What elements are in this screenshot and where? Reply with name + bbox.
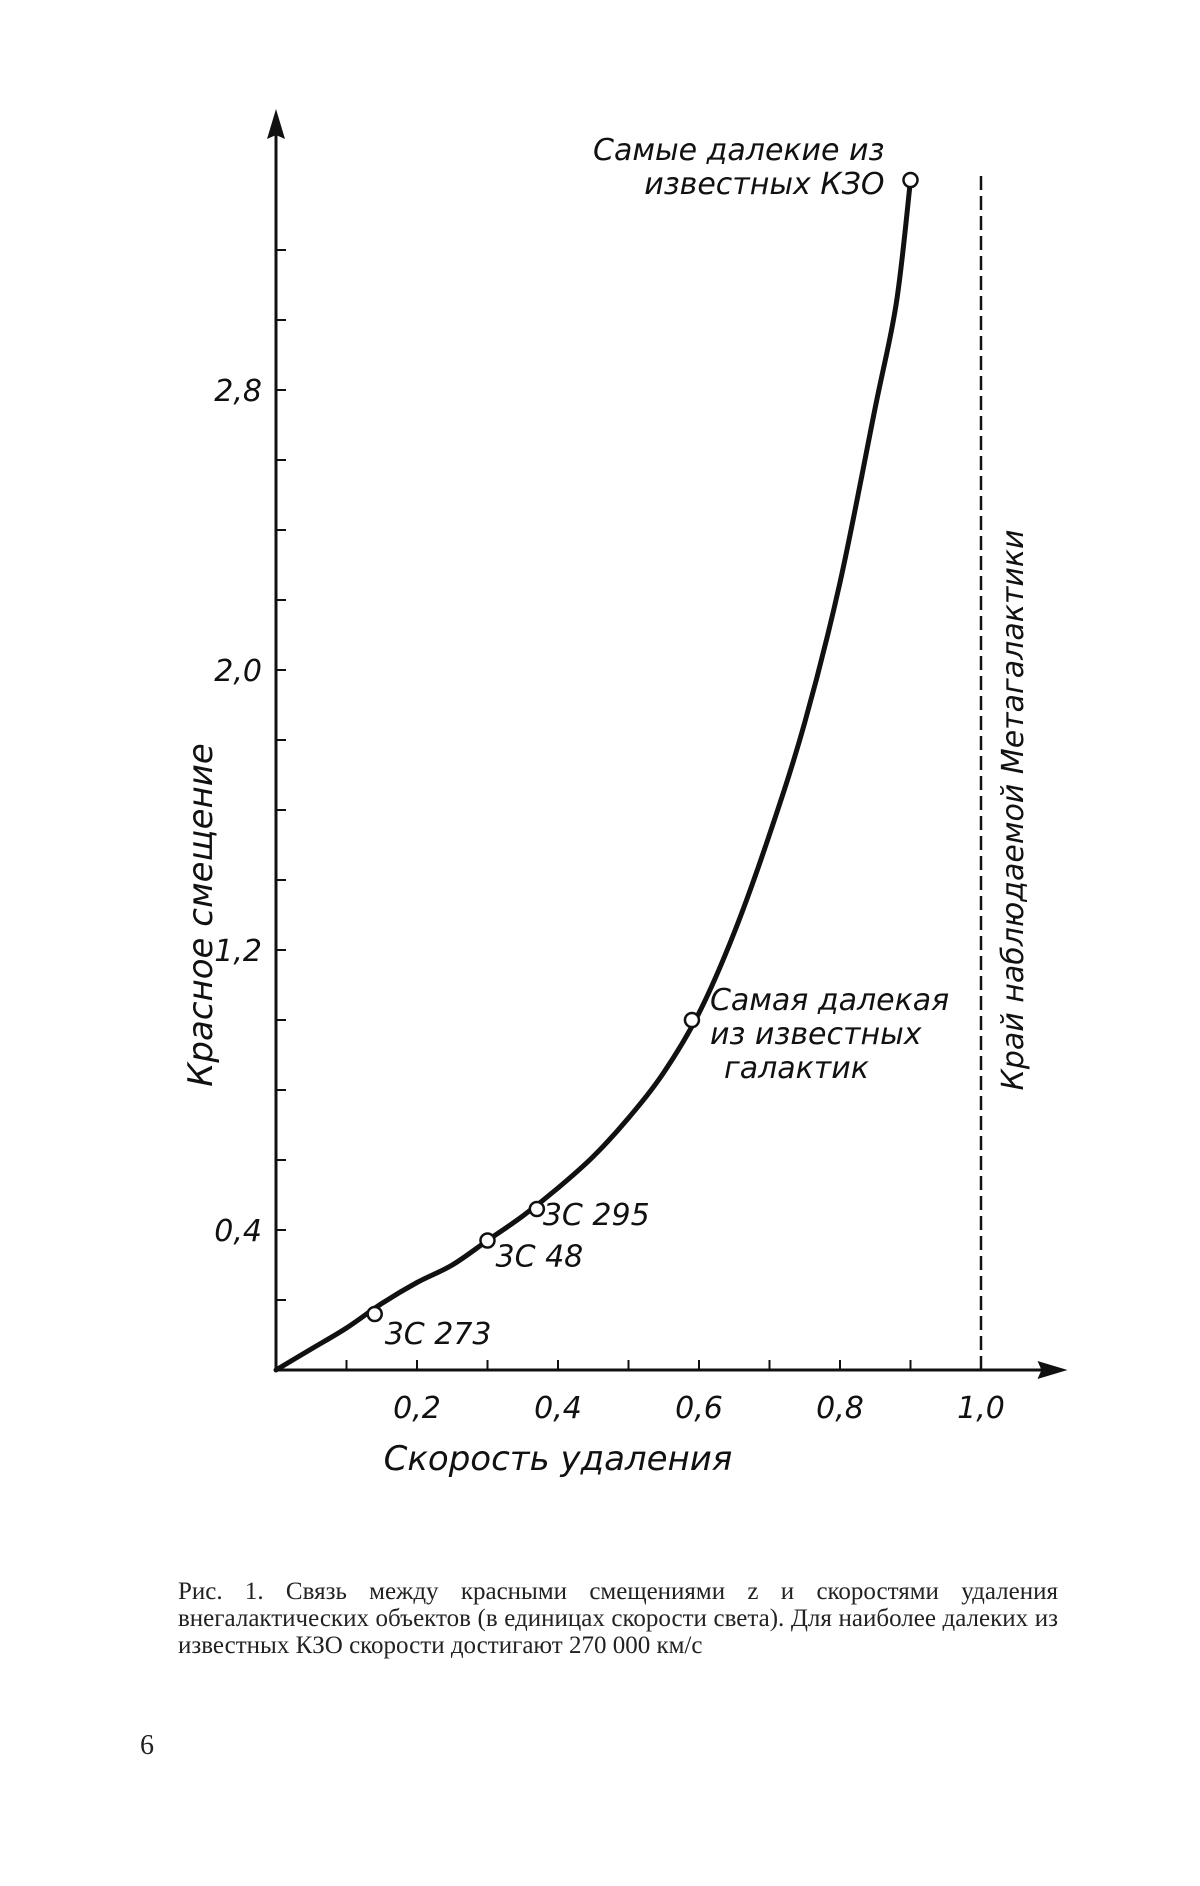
x-tick-label: 1,0 [957,1391,1005,1426]
data-point-label: 3C 48 [496,1240,584,1275]
chart-curve [276,180,911,1370]
chart-labels: Скорость удаления Красное смещение Край на… [181,133,1031,1479]
y-tick-label: 0,4 [214,1214,262,1249]
y-axis-title: Красное смещение [181,743,221,1086]
data-point-label: Самые далекие изизвестных КЗО [593,133,884,202]
x-axis-arrow [1038,1361,1068,1379]
x-tick-label: 0,4 [534,1391,582,1426]
data-point-marker [685,1013,699,1027]
data-point-marker [368,1307,382,1321]
data-point-label: 3C 295 [543,1198,650,1233]
data-point-marker [481,1234,495,1248]
metagalaxy-edge-label: Край наблюдаемой Метагалактики [996,530,1031,1091]
data-point-label: Самая далекаяиз известныхгалактик [710,983,949,1086]
y-tick-label: 1,2 [214,934,262,969]
chart-markers [368,173,918,1321]
chart-ticks: 0,2 0,4 0,6 0,8 1,0 0,4 1,2 2,0 2,8 [214,250,1005,1426]
redshift-velocity-curve [276,180,911,1370]
x-tick-label: 0,6 [675,1391,723,1426]
y-tick-label: 2,0 [214,654,262,689]
figure-caption: Рис. 1. Связь между красными смещениями … [178,1578,1058,1659]
data-point-marker [530,1202,544,1216]
y-axis-arrow [267,109,285,139]
x-tick-label: 0,8 [816,1391,864,1426]
x-tick-label: 0,2 [393,1391,441,1426]
y-tick-label: 2,8 [214,374,262,409]
data-point-marker [904,173,918,187]
page-number: 6 [140,1730,154,1762]
x-axis-title: Скорость удаления [384,1439,733,1479]
chart-axes [267,109,1068,1379]
data-point-label: 3C 273 [385,1317,492,1352]
